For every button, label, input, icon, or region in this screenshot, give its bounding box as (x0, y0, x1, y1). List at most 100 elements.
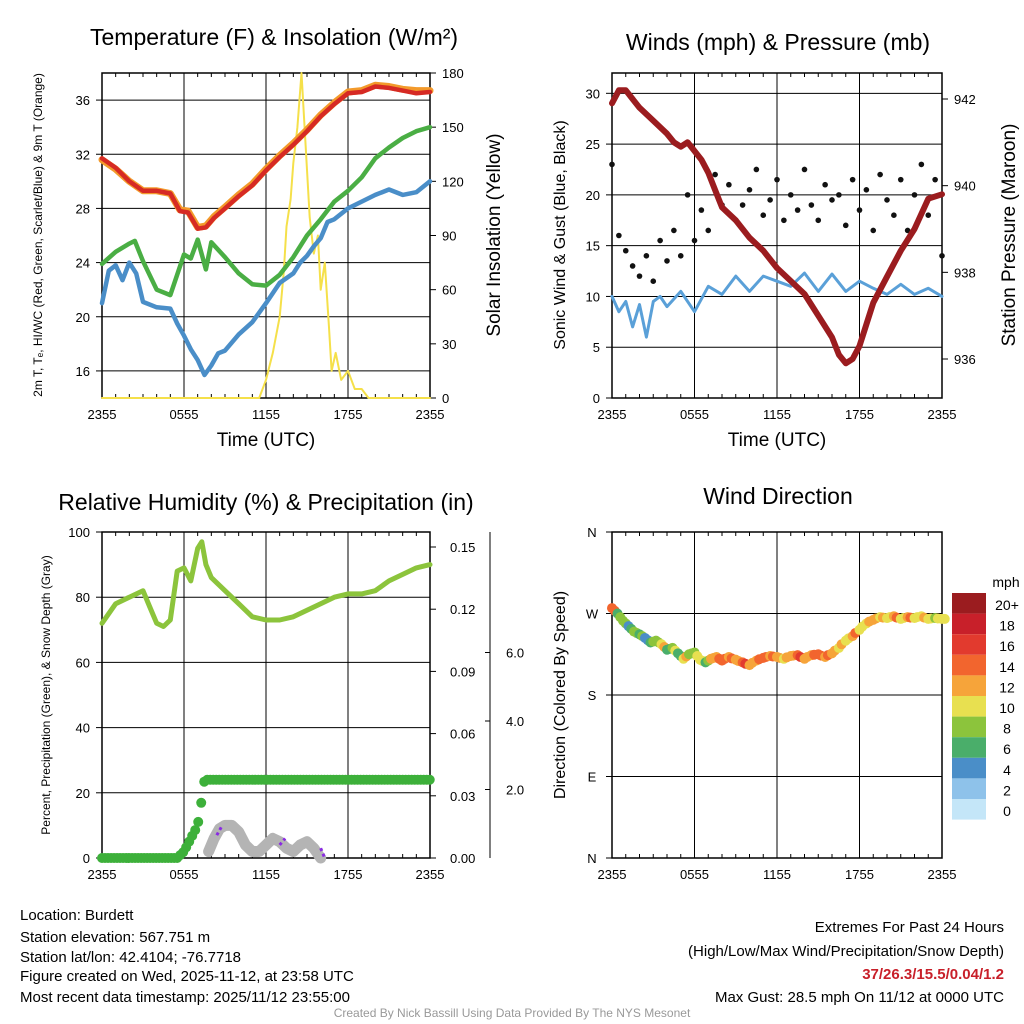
gust-point (849, 176, 856, 183)
plot-3-left-tick-label: 80 (76, 590, 90, 605)
plot-1-x-label: Time (UTC) (217, 430, 316, 451)
plot-3-snow-tick-label: 2.0 (506, 783, 524, 798)
gust-point (726, 181, 732, 188)
temp-series-solar-insolation (101, 72, 431, 399)
plot-1-right-tick-label: 30 (442, 337, 456, 352)
plot-1-x-tick: 1155 (252, 407, 280, 422)
plot-2-right-tick-label: 938 (954, 265, 976, 280)
gust-point (787, 192, 794, 198)
gust-point (808, 202, 815, 208)
max-gust-text: Max Gust: 28.5 mph On 11/12 at 0000 UTC (714, 989, 1004, 1006)
temp-series-te (99, 124, 433, 298)
precip-point (196, 797, 207, 808)
plot-1-right-tick-label: 120 (442, 174, 464, 189)
gust-point (856, 207, 863, 213)
plot-1-title: Temperature (F) & Insolation (W/m²) (90, 24, 458, 50)
wind-direction-point (939, 613, 950, 624)
gust-point (629, 263, 636, 269)
legend-swatch (952, 737, 986, 758)
plot-4-x-tick: 1155 (763, 867, 791, 882)
gust-point (897, 176, 904, 183)
rh-series (99, 539, 433, 629)
elevation-text: Station elevation: 567.751 m (20, 929, 211, 946)
gust-point (616, 232, 622, 239)
plot-1-left-tick-label: 32 (76, 147, 90, 162)
legend-label: 18 (999, 618, 1015, 634)
gust-point (801, 166, 808, 173)
plot-2-y-label: Sonic Wind & Gust (Blue, Black) (552, 120, 569, 349)
legend-swatch (952, 778, 986, 799)
plot-3-precip-tick-label: 0.06 (450, 727, 475, 742)
plot-3-x-tick: 0555 (170, 867, 199, 882)
plot-4-x-tick: 2355 (928, 867, 957, 882)
plot-1-y-label: 2m T, Tₑ, HI/WC (Red, Green, Scarlet/Blu… (31, 73, 45, 397)
plot-1-y2-label: Solar Insolation (Yellow) (484, 133, 505, 336)
legend-label: 10 (999, 700, 1015, 716)
legend-swatch (952, 593, 986, 614)
legend-label: 16 (999, 638, 1015, 654)
plot-3-x-tick: 2355 (416, 867, 445, 882)
gust-point (753, 166, 760, 173)
legend-swatch (952, 757, 986, 779)
plot-2-left-tick-label: 5 (593, 340, 600, 355)
precip-point (193, 816, 204, 827)
legend-swatch (952, 799, 986, 820)
gust-point (691, 237, 698, 244)
plot-1-left-tick-label: 36 (76, 93, 90, 108)
plot-3-snow-tick-label: 6.0 (506, 646, 524, 661)
plot-3-precip-tick-label: 0.03 (450, 789, 475, 804)
gust-point (650, 278, 657, 285)
gust-point (891, 212, 897, 218)
plot-2-left-tick-label: 15 (586, 239, 600, 254)
plot-1-right-tick-label: 90 (442, 229, 456, 244)
legend-label: 20+ (995, 597, 1019, 613)
plot-3-left-tick-label: 20 (76, 786, 90, 801)
plot-2-right-tick-label: 940 (954, 179, 976, 194)
gust-point (911, 192, 918, 198)
gust-point (760, 212, 767, 218)
legend-swatch (952, 613, 986, 635)
plot-3-precip-tick-label: 0.12 (450, 602, 475, 617)
plot-3-precip-tick-label: 0.15 (450, 540, 475, 555)
gust-point (622, 247, 629, 254)
plot-1-right-tick-label: 180 (442, 66, 464, 81)
legend-swatch (952, 634, 986, 655)
plot-2-x-tick: 2355 (928, 407, 957, 422)
legend-swatch (952, 716, 986, 738)
location-text: Location: Burdett (20, 907, 134, 924)
plot-3-left-tick-label: 0 (83, 851, 90, 866)
plot-2-right-tick-label: 936 (954, 352, 976, 367)
plot-3-snow-tick-label: 4.0 (506, 714, 524, 729)
plot-3-precip-tick-label: 0.00 (450, 851, 475, 866)
gust-point (739, 202, 746, 208)
plot-4-title: Wind Direction (703, 483, 853, 509)
plot-1-x-tick: 2355 (88, 407, 117, 422)
temp-series-dewpoint (99, 179, 433, 378)
plot-4-x-tick: 1755 (845, 867, 874, 882)
gust-point (609, 161, 615, 168)
snow-depth-mark (319, 847, 327, 859)
plot-2-left-tick-label: 25 (586, 137, 600, 152)
plot-3-x-tick: 1755 (334, 867, 363, 882)
plot-4-direction-label: N (587, 851, 596, 866)
gust-point (684, 192, 691, 198)
plot-3-left-tick-label: 60 (76, 655, 90, 670)
gust-point (815, 217, 822, 224)
plot-1-x-tick: 1755 (334, 407, 363, 422)
latlon-text: Station lat/lon: 42.4104; -76.7718 (20, 949, 242, 966)
legend-label: 12 (999, 679, 1015, 695)
gust-point (836, 192, 842, 198)
plot-4-direction-label: E (588, 770, 597, 785)
created-text: Figure created on Wed, 2025-11-12, at 23… (20, 968, 354, 985)
plot-2-left-tick-label: 20 (586, 188, 600, 203)
gust-point (698, 207, 705, 213)
plot-2-grid (611, 73, 943, 398)
plot-3-grid (101, 532, 431, 858)
plot-3-left-tick-label: 40 (76, 721, 90, 736)
wind-series-station-pressure (609, 87, 945, 367)
legend-label: 8 (1003, 721, 1011, 737)
plot-2-y2-label: Station Pressure (Maroon) (999, 124, 1020, 347)
gust-point (842, 222, 849, 229)
plot-3-x-tick: 1155 (252, 867, 280, 882)
